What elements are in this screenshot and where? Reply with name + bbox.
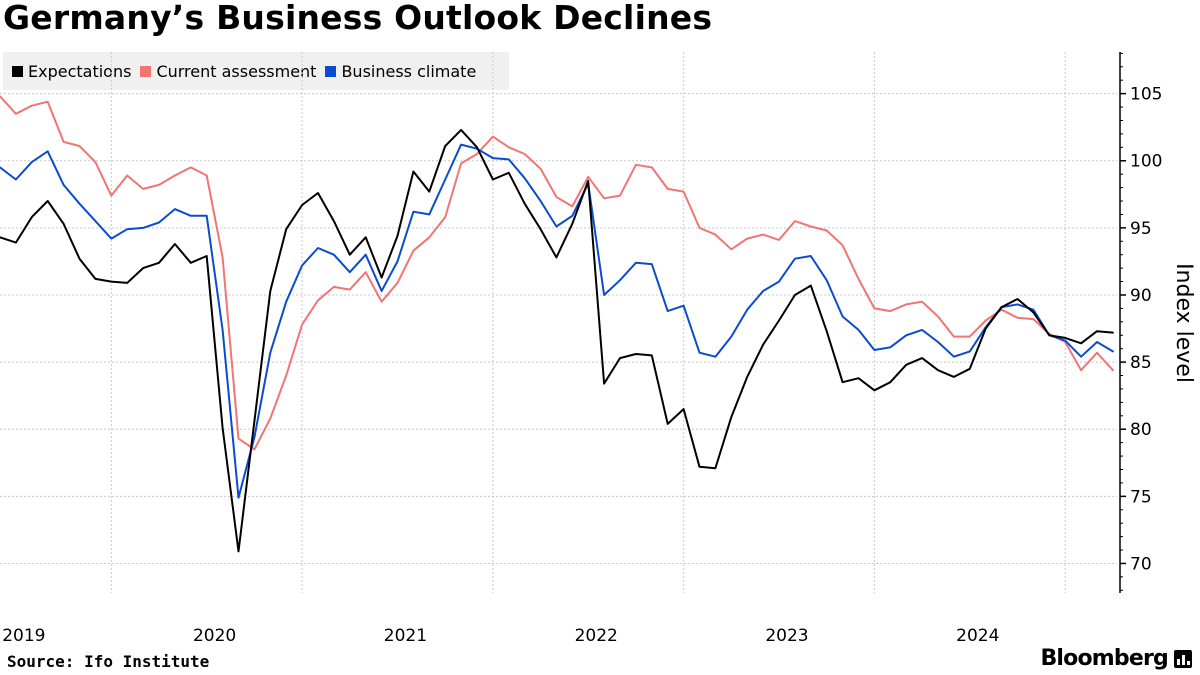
legend-item-expectations: Expectations bbox=[12, 62, 131, 81]
x-tick-label: 2022 bbox=[575, 626, 618, 646]
source-note: Source: Ifo Institute bbox=[7, 652, 210, 671]
legend-swatch-expectations bbox=[12, 65, 23, 77]
legend-label-current-assessment: Current assessment bbox=[156, 61, 317, 81]
x-tick-label: 2019 bbox=[2, 626, 45, 646]
series-line-business-climate bbox=[0, 143, 1114, 499]
series-line-expectations bbox=[0, 128, 1114, 553]
x-tick-label: 2024 bbox=[956, 626, 999, 646]
legend: Expectations Current assessment Business… bbox=[3, 52, 509, 90]
legend-swatch-current-assessment bbox=[140, 65, 152, 77]
y-tick-label: 95 bbox=[1130, 219, 1152, 239]
y-tick-label: 85 bbox=[1130, 353, 1152, 373]
y-axis-label: Index level bbox=[1171, 263, 1196, 383]
y-tick-label: 75 bbox=[1130, 487, 1152, 507]
y-tick-label: 100 bbox=[1130, 152, 1162, 172]
legend-item-business-climate: Business climate bbox=[325, 62, 476, 81]
chart-title: Germany’s Business Outlook Declines bbox=[3, 0, 713, 37]
bloomberg-logo-icon bbox=[1174, 649, 1192, 668]
legend-label-business-climate: Business climate bbox=[341, 61, 477, 81]
x-tick-label: 2023 bbox=[765, 626, 808, 646]
brand-name: Bloomberg bbox=[1040, 646, 1168, 671]
legend-label-expectations: Expectations bbox=[28, 61, 132, 81]
y-tick-label: 80 bbox=[1130, 420, 1152, 440]
legend-item-current-assessment: Current assessment bbox=[140, 62, 316, 81]
y-tick-label: 105 bbox=[1130, 85, 1162, 105]
brand: Bloomberg bbox=[1040, 646, 1192, 671]
x-tick-label: 2021 bbox=[384, 626, 427, 646]
legend-swatch-business-climate bbox=[325, 65, 337, 77]
y-tick-label: 70 bbox=[1130, 554, 1152, 574]
series-line-current-assessment bbox=[0, 95, 1114, 451]
x-tick-label: 2020 bbox=[193, 626, 236, 646]
y-tick-label: 90 bbox=[1130, 286, 1152, 306]
